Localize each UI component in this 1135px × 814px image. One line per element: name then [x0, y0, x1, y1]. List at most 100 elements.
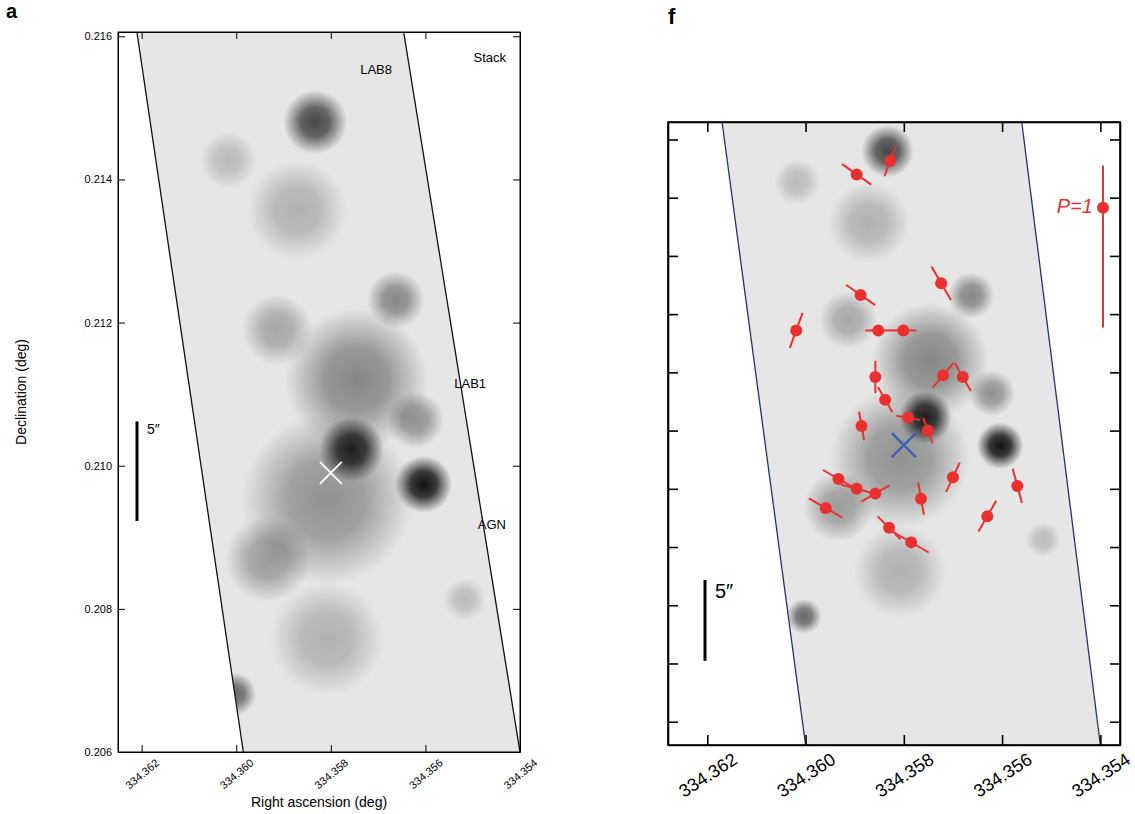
scale-bar [704, 580, 707, 661]
tick-label: 334.360 [773, 749, 838, 801]
polarization-point [832, 473, 844, 485]
tick [1110, 722, 1120, 723]
tick-label: 0.208 [84, 603, 112, 615]
x-top-axis [119, 32, 521, 39]
polarization-point [856, 420, 868, 432]
tick-mark [118, 466, 125, 467]
emission-blob [367, 271, 424, 328]
scale-bar [136, 421, 139, 520]
polarization-point [902, 412, 914, 424]
tick-mark [513, 752, 520, 753]
annotation: AGN [478, 517, 506, 532]
polarization-point [922, 425, 934, 437]
tick-mark [904, 122, 906, 132]
tick [668, 431, 678, 432]
tick-label: 334.356 [407, 757, 445, 792]
tick [668, 314, 678, 315]
tick-mark [513, 323, 520, 324]
tick-mark [1110, 663, 1120, 665]
polarization-point [820, 502, 832, 514]
polarization-point [915, 493, 927, 505]
tick [806, 122, 807, 132]
tick-label: 0.214 [84, 173, 112, 185]
tick: 0.216 [84, 30, 125, 42]
tick-mark [1110, 721, 1120, 723]
polarization-vectors [790, 146, 1023, 553]
tick [513, 36, 520, 37]
panel-letter: a [6, 0, 18, 22]
tick-mark [513, 466, 520, 467]
tick-label: 0.206 [84, 746, 112, 758]
tick-mark [1002, 122, 1004, 132]
footprint-area [722, 122, 1100, 745]
polarization-bar [955, 363, 971, 391]
polarization-point [957, 371, 969, 383]
tick [668, 256, 678, 257]
tick-label: 334.362 [123, 757, 161, 792]
tick [513, 179, 520, 180]
tick [425, 32, 426, 39]
x-axis: 334.362334.360334.358334.356334.354 [119, 745, 540, 791]
chart-svg: 334.362334.360334.358334.356334.3540.206… [0, 0, 1135, 814]
tick [668, 198, 678, 199]
emission-blob [977, 422, 1024, 469]
tick [1110, 547, 1120, 548]
scale-bar-label: 5″ [147, 421, 160, 437]
polarization-point [897, 324, 909, 336]
tick-label: 334.356 [970, 749, 1035, 801]
tick-mark [1100, 735, 1102, 745]
tick [142, 32, 143, 39]
polarization-point [1011, 480, 1023, 492]
footprint-edge [722, 122, 806, 745]
p-reference-point [1097, 202, 1109, 214]
tick [1110, 314, 1120, 315]
tick [668, 663, 678, 664]
tick [904, 122, 905, 132]
emission-blob [387, 391, 444, 448]
axis-line [119, 752, 521, 753]
tick-label: 0.210 [84, 460, 112, 472]
tick-mark [142, 745, 143, 752]
tick-mark [668, 547, 678, 549]
emission-blob [242, 294, 314, 366]
emission-blob [804, 472, 874, 542]
tick-mark [1110, 372, 1120, 374]
axis-line [1120, 123, 1122, 746]
tick: 0.214 [84, 173, 125, 185]
y-right-axis [1110, 123, 1121, 746]
tick: 334.362 [123, 745, 161, 791]
tick-label: 0.216 [84, 30, 112, 42]
tick [668, 722, 678, 723]
tick-mark [805, 122, 807, 132]
tick-label: 334.358 [872, 749, 937, 801]
axis-line [520, 33, 521, 753]
tick-mark [1100, 122, 1102, 132]
polarization-bar [885, 146, 896, 176]
polarization-point [981, 510, 993, 522]
cross-stroke [320, 462, 342, 484]
tick-mark [118, 36, 125, 37]
tick [513, 752, 520, 753]
tick-mark [236, 745, 237, 752]
polarization-bar [878, 387, 893, 412]
tick-mark [668, 489, 678, 491]
tick-mark [1110, 489, 1120, 491]
polarization-bar [809, 498, 843, 517]
tick-label: 334.360 [218, 757, 256, 792]
cross-stroke [320, 462, 342, 484]
polarization-point [790, 324, 802, 336]
tick-label: 0.212 [84, 317, 112, 329]
tick [236, 32, 237, 39]
x-axis: 334.362334.360334.358334.356334.354 [669, 735, 1134, 801]
panel-title: Stack [473, 50, 506, 65]
tick [1110, 256, 1120, 257]
tick: 0.208 [84, 603, 125, 615]
polarization-bar [878, 516, 901, 539]
tick-mark [513, 609, 520, 610]
plot-area [722, 122, 1100, 745]
axis-line [669, 745, 1121, 747]
polarization-bar [790, 313, 803, 348]
polarization-point [851, 483, 863, 495]
footprint-edge [137, 32, 243, 752]
footprint-area [137, 32, 520, 752]
